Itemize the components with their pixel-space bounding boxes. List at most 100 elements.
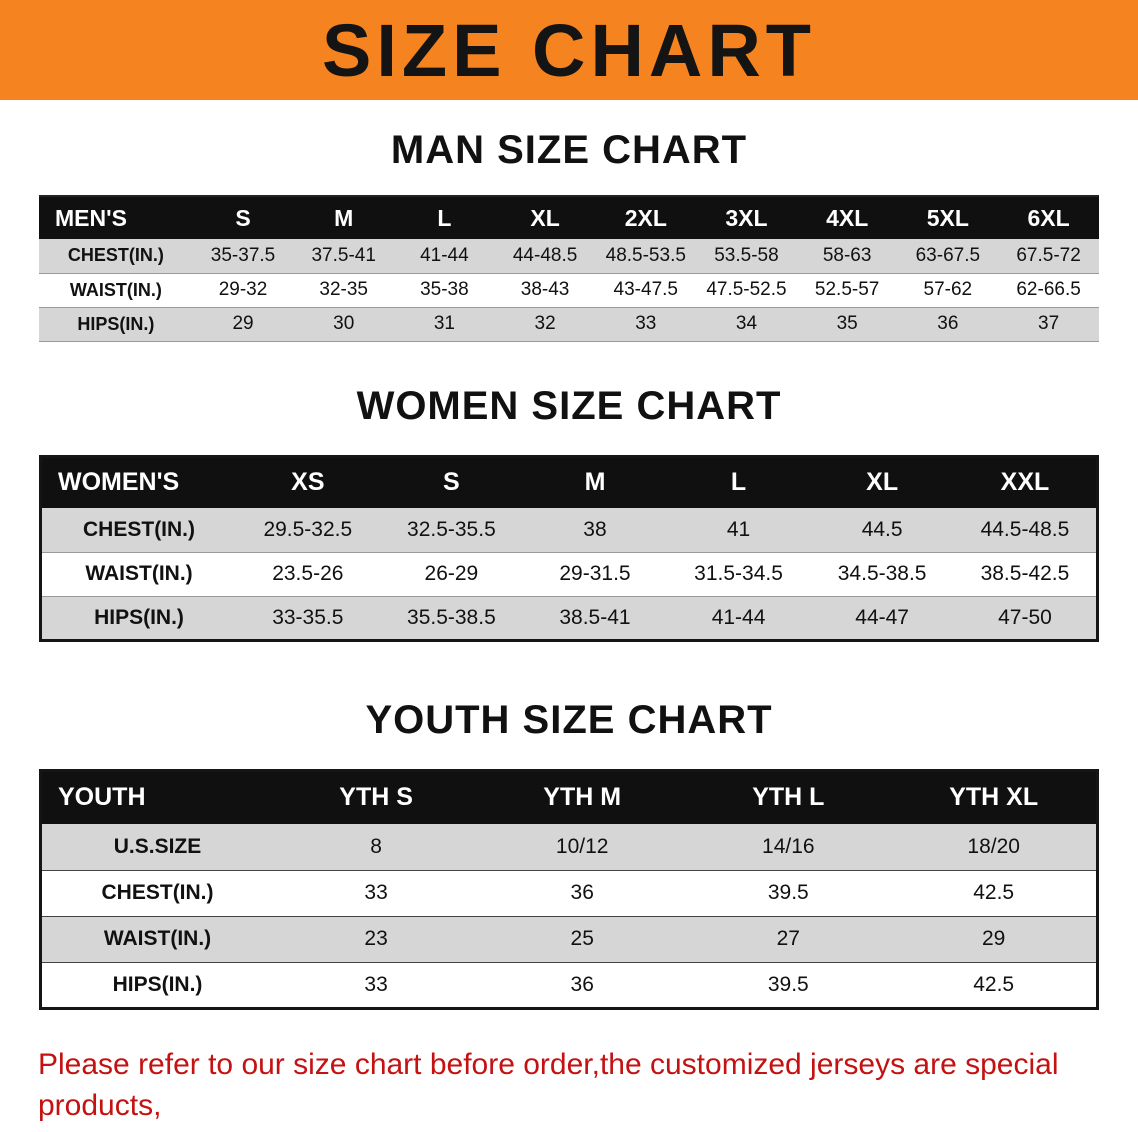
size-value: 8 [370,834,382,858]
size-value: 42.5 [973,972,1015,996]
size-value: 33-35.5 [272,605,344,629]
size-column-header: S [379,456,524,508]
row-label: U.S.SIZE [113,834,202,858]
size-value: 62-66.5 [1016,279,1081,300]
size-value: 32-35 [319,279,369,300]
size-value: 47-50 [998,605,1052,629]
row-label: WAIST(IN.) [85,562,193,585]
size-value: 44.5-48.5 [980,517,1070,541]
row-label: WAIST(IN.) [69,279,162,300]
table-row: WAIST(IN.) 23 25 27 29 [40,916,1098,962]
banner-title: SIZE CHART [322,8,816,92]
row-label: CHEST(IN.) [83,517,196,541]
size-value: 53.5-58 [714,244,779,266]
size-value: 14/16 [762,834,815,858]
row-label: HIPS(IN.) [77,313,155,334]
size-value: 36 [570,881,594,904]
size-value: 27 [776,927,800,950]
size-value: 44-48.5 [512,244,578,266]
size-value: 34.5-38.5 [837,562,927,585]
size-value: 23 [364,927,388,950]
size-value: 39.5 [767,881,809,904]
size-value: 57-62 [923,279,973,300]
size-value: 41-44 [711,605,766,629]
size-value: 35.5-38.5 [407,605,496,629]
size-value: 37 [1038,313,1060,334]
size-value: 31.5-34.5 [694,562,783,585]
table-row: HIPS(IN.) 33-35.5 35.5-38.5 38.5-41 41-44 44-… [40,596,1098,640]
size-value: 67.5-72 [1016,244,1081,266]
table-header-row: MEN'S S M L XL 2XL 3XL 4XL 5XL 6XL [39,196,1099,239]
size-value: 38.5-42.5 [980,562,1070,585]
size-value: 34 [735,313,758,334]
table-row: HIPS(IN.) 33 36 39.5 42.5 [40,962,1098,1008]
size-value: 26-29 [424,562,479,585]
table-corner-label: MEN'S [39,196,193,239]
youth-size-table: YOUTH YTH S YTH M YTH L YTH XL U.S.SIZE 8 10/12… [39,768,1099,1010]
table-row: CHEST(IN.) 29.5-32.5 32.5-35.5 38 41 44.5 44.5… [40,508,1098,552]
size-value: 35-37.5 [210,244,276,266]
size-column-header: M [293,196,395,239]
size-value: 30 [333,313,355,334]
size-column-header: 3XL [696,196,797,239]
size-column-header: M [523,456,667,508]
banner: SIZE CHART [0,0,1138,100]
size-value: 41-44 [420,244,469,266]
youth-section-heading: YOUTH SIZE CHART [365,697,773,742]
row-label: WAIST(IN.) [103,927,212,950]
disclaimer-line-2: we don't accept cancel, change, teturn o… [38,1130,1061,1132]
table-header-row: YOUTH YTH S YTH M YTH L YTH XL [40,770,1098,824]
row-label: HIPS(IN.) [112,972,203,996]
table-row: CHEST(IN.) 33 36 39.5 42.5 [40,870,1098,916]
size-value: 38.5-41 [559,605,631,629]
size-value: 47.5-52.5 [706,279,787,300]
size-value: 37.5-41 [311,244,376,266]
row-label: CHEST(IN.) [67,245,164,266]
disclaimer-note: Please refer to our size chart before or… [38,1044,1100,1132]
size-value: 33 [364,881,388,904]
size-value: 36 [937,313,959,334]
size-column-header: XL [810,456,954,508]
size-value: 31 [433,313,455,334]
size-value: 63-67.5 [915,244,981,266]
size-value: 52.5-57 [814,279,880,300]
women-section-heading: WOMEN SIZE CHART [356,383,782,428]
men-size-table: MEN'S S M L XL 2XL 3XL 4XL 5XL 6XL CHEST(IN.) 35-37… [39,195,1099,342]
size-column-header: S [192,196,294,239]
size-column-header: YTH M [479,770,686,824]
men-section: MAN SIZE CHART MEN'S S M L XL 2XL 3XL 4XL 5XL 6XL… [0,128,1138,342]
table-row: U.S.SIZE 8 10/12 14/16 18/20 [40,824,1098,870]
size-value: 48.5-53.5 [605,244,686,266]
women-section: WOMEN SIZE CHART WOMEN'S XS S M L XL XXL CHEST(… [0,384,1138,642]
size-column-header: XS [236,456,380,508]
disclaimer-line-1: Please refer to our size chart before or… [38,1047,1059,1122]
table-corner-label: WOMEN'S [40,456,237,508]
size-value: 58-63 [822,244,872,266]
size-column-header: YTH L [685,770,892,824]
row-label: HIPS(IN.) [94,605,184,629]
size-value: 32 [534,313,556,334]
size-value: 33 [635,313,657,334]
size-value: 42.5 [973,881,1015,904]
table-row: WAIST(IN.) 23.5-26 26-29 29-31.5 31.5-34.5 34… [40,552,1098,596]
size-column-header: XL [494,196,596,239]
size-value: 29-32 [218,279,268,300]
size-column-header: 4XL [796,196,898,239]
women-size-table: WOMEN'S XS S M L XL XXL CHEST(IN.) 29.5-32.5 32.5… [39,454,1099,642]
table-header-row: WOMEN'S XS S M L XL XXL [40,456,1098,508]
size-column-header: XXL [953,456,1098,508]
size-column-header: L [394,196,495,239]
size-value: 38-43 [520,279,570,300]
table-row: HIPS(IN.) 29 30 31 32 33 34 35 36 37 [39,307,1099,341]
size-column-header: YTH S [273,770,480,824]
size-value: 43-47.5 [613,279,678,300]
size-value: 35 [836,313,858,334]
size-value: 18/20 [967,834,1020,858]
table-row: WAIST(IN.) 29-32 32-35 35-38 38-43 43-47.5 47.… [39,273,1099,307]
size-value: 38 [583,517,607,541]
size-value: 39.5 [767,972,809,996]
size-value: 23.5-26 [272,562,344,585]
size-column-header: 5XL [897,196,999,239]
size-column-header: YTH XL [891,770,1098,824]
table-row: CHEST(IN.) 35-37.5 37.5-41 41-44 44-48.5 48.5… [39,239,1099,273]
